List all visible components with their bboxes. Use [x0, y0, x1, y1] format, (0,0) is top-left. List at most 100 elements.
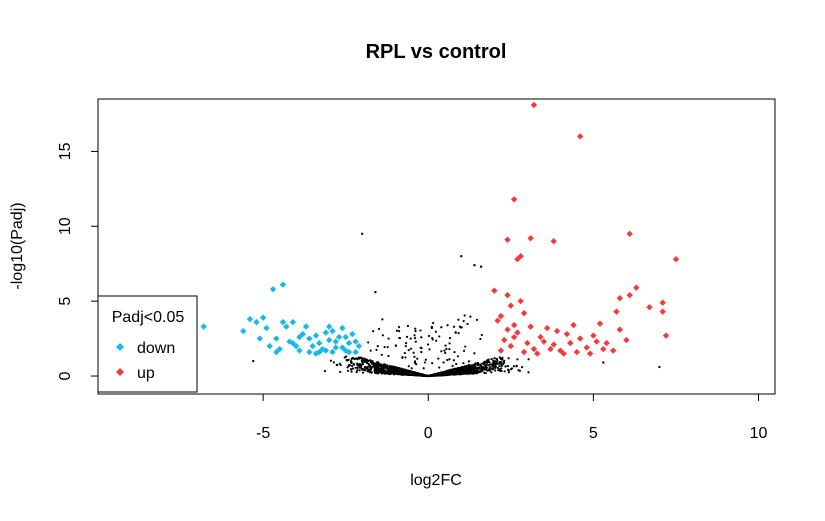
ns-point [507, 371, 510, 374]
up-point [596, 320, 604, 327]
up-point [573, 348, 581, 356]
ns-point [504, 365, 507, 368]
ns-point [358, 362, 361, 366]
up-point [530, 345, 538, 353]
ns-point [462, 319, 465, 323]
ns-point [471, 364, 475, 367]
y-tick-label: 15 [57, 142, 74, 160]
ns-point [323, 369, 327, 373]
ns-point [356, 369, 359, 372]
ns-point [361, 368, 364, 371]
up-point [583, 344, 590, 351]
ns-point [477, 363, 480, 366]
ns-point [456, 372, 459, 375]
ns-point [483, 363, 486, 367]
down-point [309, 342, 316, 350]
ns-point [349, 360, 353, 363]
ns-point [452, 373, 456, 376]
ns-point [353, 363, 356, 366]
ns-point [424, 358, 427, 361]
down-point [279, 318, 287, 326]
ns-point [400, 370, 403, 373]
ns-point [438, 366, 441, 369]
ns-point [423, 361, 426, 364]
ns-point [367, 363, 371, 366]
ns-point [406, 324, 410, 328]
up-point [616, 294, 623, 302]
ns-point [449, 368, 452, 372]
ns-point [403, 351, 406, 355]
ns-point [367, 368, 370, 371]
ns-point [502, 362, 505, 365]
ns-point [460, 368, 463, 371]
x-tick-label: 0 [424, 425, 433, 442]
ns-point [413, 334, 416, 337]
ns-point [462, 362, 465, 365]
ns-point [370, 371, 373, 374]
x-tick-label: 10 [750, 425, 768, 442]
ns-point [483, 371, 486, 374]
ns-point [350, 370, 353, 373]
ns-point [436, 372, 440, 375]
ns-point [448, 342, 451, 345]
ns-point [527, 358, 530, 361]
down-point [306, 348, 313, 356]
up-point [510, 196, 518, 203]
ns-point [466, 322, 469, 326]
down-point [329, 348, 336, 356]
legend-entries: down up [116, 340, 175, 382]
ns-point [457, 332, 460, 335]
up-point [534, 350, 541, 357]
ns-point [413, 373, 416, 376]
ns-point [392, 366, 396, 369]
up-point [553, 327, 561, 335]
down-point [273, 335, 280, 342]
ns-point [361, 371, 365, 374]
ns-point [381, 318, 384, 321]
ns-point [358, 366, 361, 369]
ns-point [345, 355, 348, 358]
ns-point [387, 337, 390, 340]
ns-point [454, 371, 457, 374]
up-point [586, 350, 594, 357]
plot-frame [97, 98, 776, 395]
down-point [279, 281, 287, 288]
ns-point [495, 357, 498, 361]
up-point [570, 321, 577, 329]
ns-point [444, 371, 447, 374]
ns-point [494, 365, 498, 368]
ns-point [503, 370, 506, 373]
ns-point [404, 342, 408, 345]
ns-point [479, 265, 483, 268]
ns-point [473, 352, 476, 355]
significant-points [200, 101, 680, 357]
down-point [306, 335, 313, 342]
ns-point [444, 344, 447, 347]
ns-point [452, 325, 456, 328]
up-point [514, 329, 521, 336]
ns-point [447, 373, 450, 376]
up-point [659, 299, 666, 306]
ns-point [485, 368, 488, 371]
ns-point [405, 372, 409, 375]
ns-point [427, 334, 431, 338]
up-point [626, 291, 633, 299]
ns-point [380, 372, 383, 375]
ns-point [403, 371, 406, 374]
ns-point [370, 360, 373, 363]
ns-point [498, 369, 502, 372]
ns-point [387, 354, 390, 358]
ns-point [479, 337, 482, 341]
down-point [352, 338, 359, 345]
ns-point [376, 369, 379, 372]
ns-point [479, 363, 482, 366]
ns-point [474, 362, 477, 365]
down-point [263, 324, 270, 332]
ns-point [435, 339, 438, 342]
ns-point [503, 359, 506, 362]
ns-point [376, 361, 379, 364]
ns-point [411, 371, 414, 375]
ns-point [375, 348, 378, 351]
down-point [266, 342, 273, 350]
ns-point [404, 345, 407, 348]
